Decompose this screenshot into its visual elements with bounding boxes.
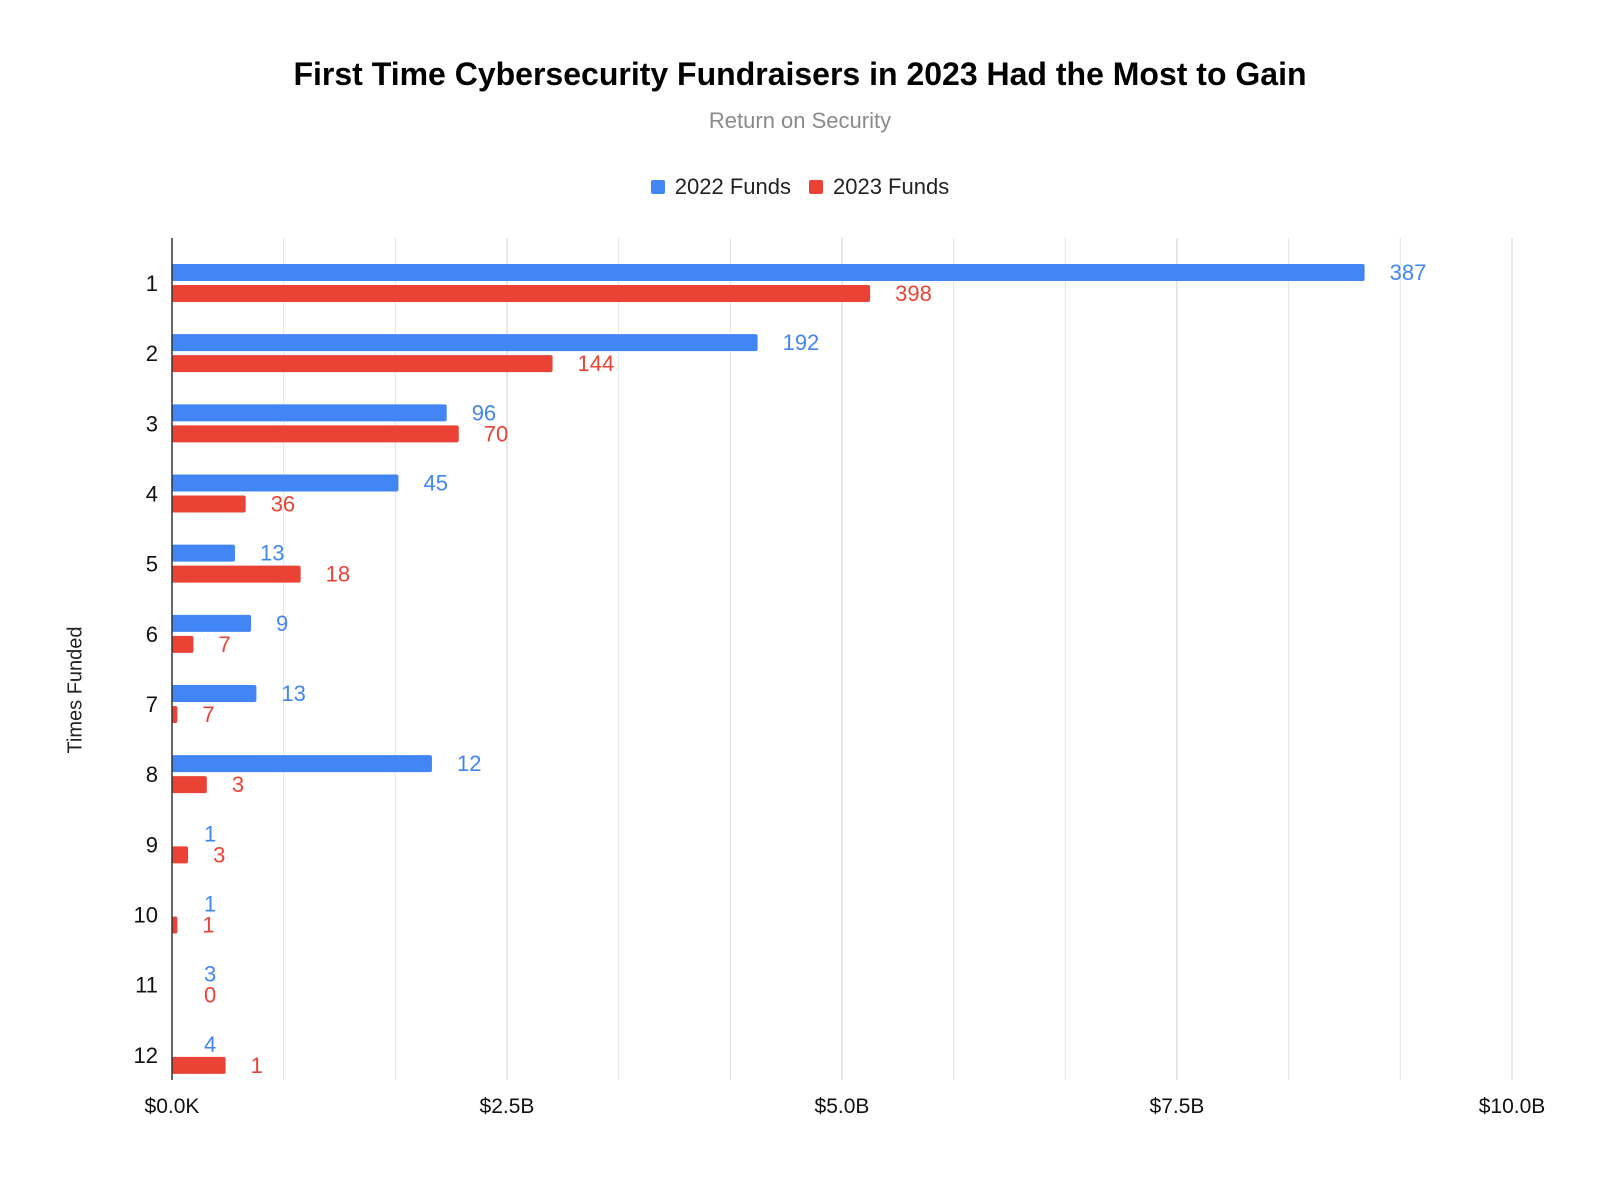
x-tick-label: $2.5B <box>480 1095 535 1118</box>
data-label-2023: 3 <box>213 842 225 867</box>
chart-legend: 2022 Funds 2023 Funds <box>0 174 1600 200</box>
bar-2022-5 <box>172 544 235 562</box>
data-label-2023: 1 <box>202 913 214 938</box>
data-label-2022: 9 <box>276 611 288 636</box>
y-tick-label: 11 <box>135 973 158 998</box>
bar-2023-2 <box>172 355 553 373</box>
legend-label-2022: 2022 Funds <box>674 174 791 199</box>
data-label-2022: 12 <box>457 751 481 776</box>
data-label-2023: 398 <box>895 281 932 306</box>
data-label-2023: 70 <box>484 421 508 446</box>
y-tick-label: 1 <box>146 271 158 296</box>
legend-item-2023[interactable]: 2023 Funds <box>809 174 949 200</box>
chart-title: First Time Cybersecurity Fundraisers in … <box>293 56 1307 92</box>
bar-2022-4 <box>172 474 399 492</box>
data-label-2023: 0 <box>204 983 216 1008</box>
y-tick-label: 5 <box>146 552 158 577</box>
legend-swatch-2022 <box>650 180 665 194</box>
data-label-2022: 1 <box>204 892 216 917</box>
data-label-2023: 3 <box>232 772 244 797</box>
chart-subtitle: Return on Security <box>708 108 892 133</box>
bar-2023-7 <box>172 706 178 723</box>
bar-2022-7 <box>172 685 257 702</box>
y-tick-label: 9 <box>146 832 158 857</box>
x-tick-label: $7.5B <box>1150 1095 1205 1118</box>
bar-2023-8 <box>172 776 207 794</box>
data-label-2022: 192 <box>783 330 820 355</box>
data-label-2022: 3 <box>204 962 216 987</box>
data-label-2023: 144 <box>578 351 615 376</box>
data-label-2022: 96 <box>472 400 496 425</box>
bar-2023-3 <box>172 425 459 443</box>
bar-2023-9 <box>172 846 189 864</box>
bar-2022-8 <box>172 755 432 773</box>
y-tick-label: 3 <box>146 411 158 436</box>
bar-2023-6 <box>172 635 194 653</box>
bar-2023-4 <box>172 495 246 513</box>
y-tick-label: 10 <box>134 903 158 928</box>
bar-2022-3 <box>172 404 447 422</box>
legend-item-2022[interactable]: 2022 Funds <box>650 174 791 200</box>
data-label-2023: 18 <box>326 562 350 587</box>
y-tick-label: 6 <box>146 622 158 647</box>
bar-2022-6 <box>172 614 252 632</box>
bar-2023-5 <box>172 565 301 583</box>
data-label-2022: 45 <box>423 471 447 496</box>
data-label-2023: 7 <box>202 702 214 727</box>
bar-2023-10 <box>172 916 178 934</box>
y-tick-label: 7 <box>146 692 158 717</box>
legend-swatch-2023 <box>809 180 823 194</box>
data-label-2022: 13 <box>260 541 284 566</box>
bar-2022-2 <box>172 334 758 352</box>
data-label-2023: 7 <box>218 632 230 657</box>
y-tick-label: 12 <box>134 1043 158 1068</box>
data-label-2022: 387 <box>1390 260 1427 285</box>
bar-2023-1 <box>172 285 871 302</box>
data-label-2022: 1 <box>204 821 216 846</box>
data-label-2023: 36 <box>271 492 295 517</box>
x-tick-label: $0.0K <box>145 1095 200 1118</box>
legend-label-2023: 2023 Funds <box>833 174 950 199</box>
data-label-2023: 1 <box>251 1053 263 1078</box>
bar-2023-12 <box>172 1056 226 1074</box>
data-label-2022: 13 <box>281 681 305 706</box>
data-label-2022: 4 <box>204 1032 216 1057</box>
x-tick-label: $5.0B <box>815 1095 870 1118</box>
y-tick-label: 2 <box>146 341 158 366</box>
y-tick-label: 4 <box>146 482 158 507</box>
y-tick-label: 8 <box>146 762 158 787</box>
bar-2022-1 <box>172 264 1365 281</box>
x-tick-label: $10.0B <box>1479 1095 1546 1118</box>
